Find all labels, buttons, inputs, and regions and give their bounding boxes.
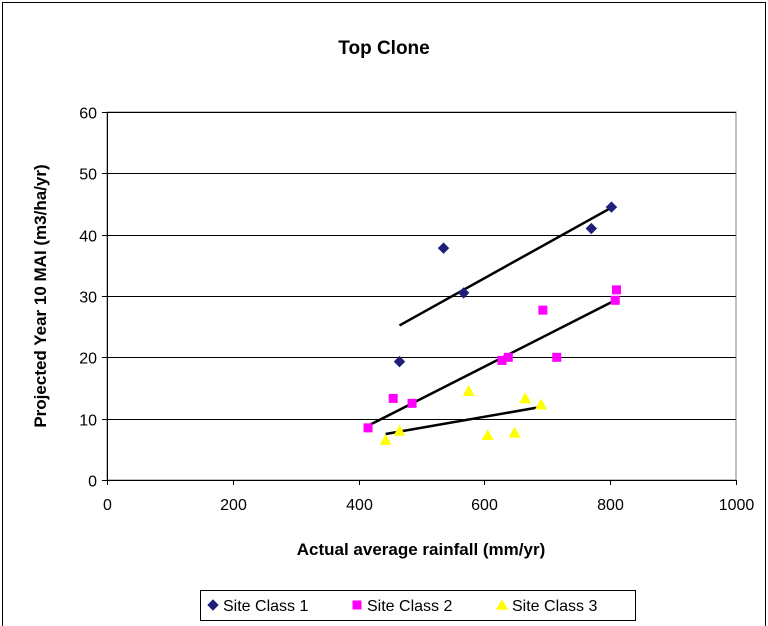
x-tick-label: 600 — [471, 497, 498, 514]
y-tick-label: 0 — [88, 474, 97, 491]
x-tick-label: 200 — [220, 497, 247, 514]
x-tick-label: 800 — [597, 497, 624, 514]
y-tick-label: 60 — [79, 106, 97, 123]
legend-label-series-2: Site Class 2 — [367, 598, 452, 615]
legend: Site Class 1 Site Class 2 Site Class 3 — [200, 590, 636, 621]
data-point-series-3 — [508, 426, 521, 438]
data-point-series-2 — [503, 352, 513, 362]
legend-marker-series-2 — [352, 600, 362, 610]
data-point-series-2 — [610, 295, 620, 305]
data-point-series-2 — [552, 352, 562, 362]
data-point-series-2 — [497, 355, 507, 365]
chart-title: Top Clone — [338, 38, 429, 59]
y-tick-label: 50 — [79, 167, 97, 184]
x-axis-title: Actual average rainfall (mm/yr) — [297, 540, 545, 559]
trendline-series-3 — [385, 405, 545, 436]
data-point-series-3 — [379, 434, 392, 445]
data-point-series-1 — [457, 287, 470, 299]
y-tick-label: 20 — [79, 351, 97, 368]
legend-marker-series-3 — [496, 599, 508, 610]
y-tick-label: 10 — [79, 413, 97, 430]
data-point-series-1 — [393, 355, 406, 368]
data-point-series-1 — [585, 222, 598, 235]
grid-lines — [107, 112, 736, 420]
x-tick-label: 0 — [103, 497, 112, 514]
data-points — [363, 201, 621, 445]
trendline-series-1 — [398, 207, 611, 327]
data-point-series-3 — [535, 398, 548, 410]
data-point-series-2 — [407, 398, 417, 408]
y-axis-title: Projected Year 10 MAI (m3/ha/yr) — [31, 164, 50, 427]
legend-label-series-1: Site Class 1 — [223, 598, 308, 615]
x-tick-label: 1000 — [719, 497, 755, 514]
legend-items: Site Class 1 Site Class 2 Site Class 3 — [207, 598, 597, 615]
data-point-series-3 — [393, 424, 406, 436]
data-point-series-2 — [611, 285, 621, 295]
data-point-series-2 — [388, 393, 398, 403]
y-tick-label: 30 — [79, 290, 97, 307]
data-point-series-1 — [605, 201, 618, 213]
data-point-series-3 — [481, 429, 494, 441]
data-point-series-1 — [437, 242, 450, 254]
data-point-series-2 — [538, 305, 548, 315]
legend-marker-series-1 — [207, 599, 219, 611]
data-point-series-2 — [363, 423, 373, 433]
data-point-series-3 — [462, 385, 475, 396]
x-tick-label: 400 — [346, 497, 373, 514]
data-point-series-3 — [519, 392, 532, 404]
legend-label-series-3: Site Class 3 — [512, 598, 597, 615]
y-tick-label: 40 — [79, 229, 97, 246]
legend-box — [200, 590, 636, 621]
